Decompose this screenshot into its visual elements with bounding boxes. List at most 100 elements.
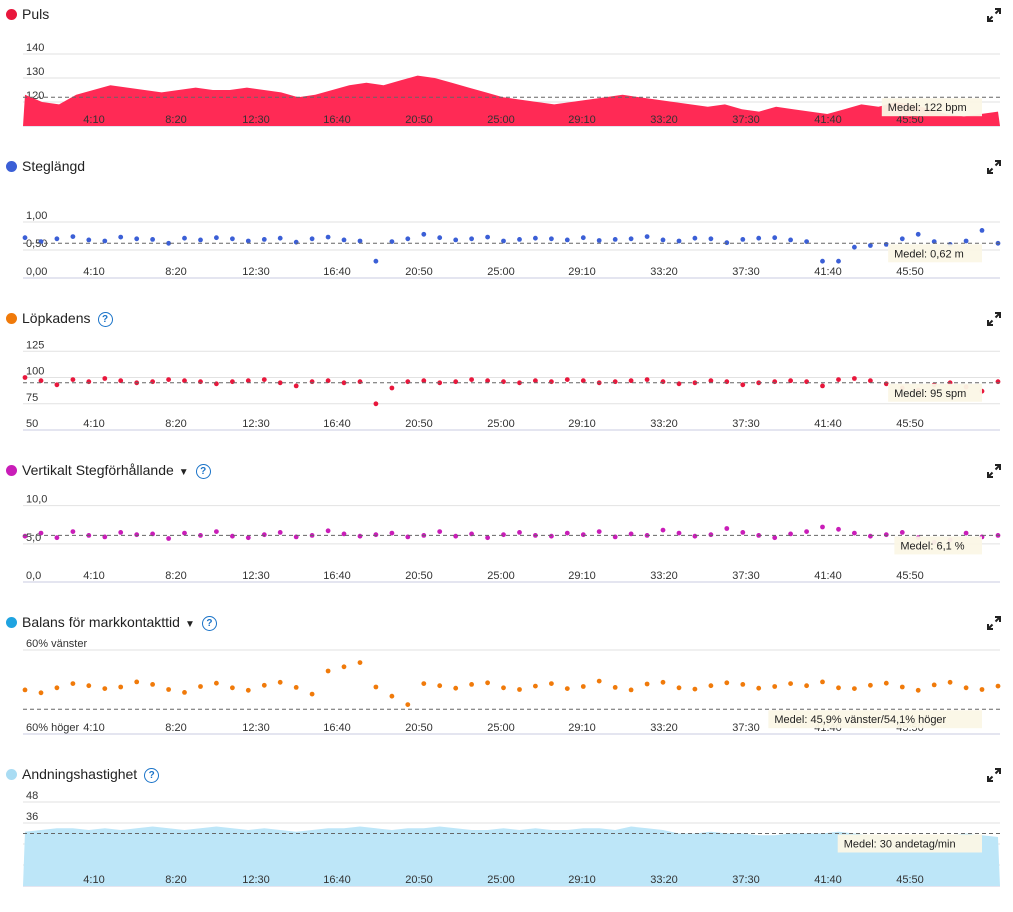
data-point xyxy=(868,533,873,539)
data-point xyxy=(325,378,331,384)
data-point xyxy=(756,235,762,241)
data-point xyxy=(357,660,363,665)
x-tick-label: 12:30 xyxy=(242,266,270,278)
x-tick-label: 8:20 xyxy=(165,418,186,430)
help-icon[interactable]: ? xyxy=(144,768,160,783)
data-point xyxy=(373,684,379,690)
chart-title-label: Balans för markkontakttid xyxy=(22,614,180,630)
data-point xyxy=(644,234,650,239)
x-tick-label: 25:00 xyxy=(487,570,515,582)
data-point xyxy=(245,687,251,693)
data-point xyxy=(293,239,299,245)
legend-dot xyxy=(6,161,17,172)
x-tick-label: 25:00 xyxy=(487,874,515,886)
expand-icon[interactable] xyxy=(986,159,1002,175)
data-point xyxy=(852,530,857,536)
data-point xyxy=(198,237,203,243)
help-icon[interactable]: ? xyxy=(195,464,211,479)
data-point xyxy=(852,244,857,250)
data-point xyxy=(261,532,267,538)
expand-icon[interactable] xyxy=(986,311,1002,327)
data-point xyxy=(836,258,841,264)
data-point xyxy=(708,683,714,689)
y-tick-label: 1,00 xyxy=(26,210,47,222)
x-tick-label: 8:20 xyxy=(165,570,186,582)
chart-plot: 50 75 100 125 4:10 8:20 12:30 16:40 20:50 25:00 29… xyxy=(22,339,1001,431)
x-tick-label: 45:50 xyxy=(896,418,924,430)
help-icon[interactable]: ? xyxy=(201,616,217,631)
x-tick-label: 25:00 xyxy=(487,266,515,278)
chart-panel: Andningshastighet?0122436484:108:2012:30… xyxy=(0,760,1013,912)
data-point xyxy=(772,235,778,241)
data-point xyxy=(389,530,395,536)
data-point xyxy=(293,383,299,389)
y-tick-label: 10,0 xyxy=(26,494,47,506)
data-point xyxy=(469,377,474,382)
average-label-box xyxy=(894,536,982,555)
data-point xyxy=(166,687,172,692)
data-point xyxy=(804,683,809,689)
chart-panel: Puls1101201301404:108:2012:3016:4020:502… xyxy=(0,0,1013,152)
data-point xyxy=(198,379,203,385)
data-point xyxy=(182,235,187,241)
x-tick-label: 8:20 xyxy=(165,722,186,734)
x-tick-label: 37:30 xyxy=(732,418,760,430)
chart-title[interactable]: Balans för markkontakttid ▼? xyxy=(22,614,217,631)
average-label-box xyxy=(888,383,982,402)
x-tick-label: 20:50 xyxy=(405,266,433,278)
data-point xyxy=(756,685,762,691)
legend-dot xyxy=(6,465,17,476)
data-point xyxy=(150,379,156,385)
x-tick-label: 37:30 xyxy=(732,114,760,126)
x-tick-label: 4:10 xyxy=(83,114,104,126)
data-point xyxy=(963,238,969,244)
data-point xyxy=(214,235,219,241)
x-tick-label: 29:10 xyxy=(568,570,596,582)
data-point xyxy=(660,379,666,385)
data-point xyxy=(740,530,746,535)
expand-icon[interactable] xyxy=(986,615,1002,631)
data-point xyxy=(341,664,347,670)
data-point xyxy=(437,235,443,241)
data-point xyxy=(70,681,76,686)
data-point xyxy=(740,682,746,687)
data-point xyxy=(70,234,76,239)
data-point xyxy=(692,533,698,539)
help-icon[interactable]: ? xyxy=(97,312,113,327)
y-tick-label: 5,0 xyxy=(26,532,41,544)
expand-icon[interactable] xyxy=(986,463,1002,479)
data-point xyxy=(54,382,60,388)
data-point xyxy=(995,683,1001,689)
average-label: Medel: 45,9% vänster/54,1% höger xyxy=(774,714,946,726)
data-point xyxy=(22,687,28,693)
data-point xyxy=(501,532,506,538)
expand-icon[interactable] xyxy=(986,767,1002,783)
dropdown-caret-icon[interactable]: ▼ xyxy=(178,467,189,478)
data-point xyxy=(804,529,809,534)
x-tick-label: 41:40 xyxy=(814,418,842,430)
legend-dot xyxy=(6,9,17,20)
data-point xyxy=(628,687,634,693)
data-point xyxy=(261,682,267,688)
x-tick-label: 29:10 xyxy=(568,722,596,734)
y-tick-label: 75 xyxy=(26,392,38,404)
dropdown-caret-icon[interactable]: ▼ xyxy=(184,619,195,630)
data-point xyxy=(230,379,235,385)
data-point xyxy=(692,235,698,241)
data-point xyxy=(134,532,140,538)
x-tick-label: 4:10 xyxy=(83,418,104,430)
expand-icon[interactable] xyxy=(986,7,1002,23)
average-label-box xyxy=(837,834,982,853)
data-point xyxy=(533,235,538,241)
data-point xyxy=(772,379,778,385)
x-tick-label: 4:10 xyxy=(83,874,104,886)
chart-title[interactable]: Vertikalt Stegförhållande ▼? xyxy=(22,462,211,479)
data-point xyxy=(660,679,666,685)
area-series xyxy=(23,75,1000,126)
data-point xyxy=(86,683,92,689)
data-point xyxy=(899,684,905,690)
data-point xyxy=(54,236,60,242)
data-point xyxy=(214,680,219,686)
average-label-box xyxy=(881,98,982,117)
x-tick-label: 4:10 xyxy=(83,570,104,582)
